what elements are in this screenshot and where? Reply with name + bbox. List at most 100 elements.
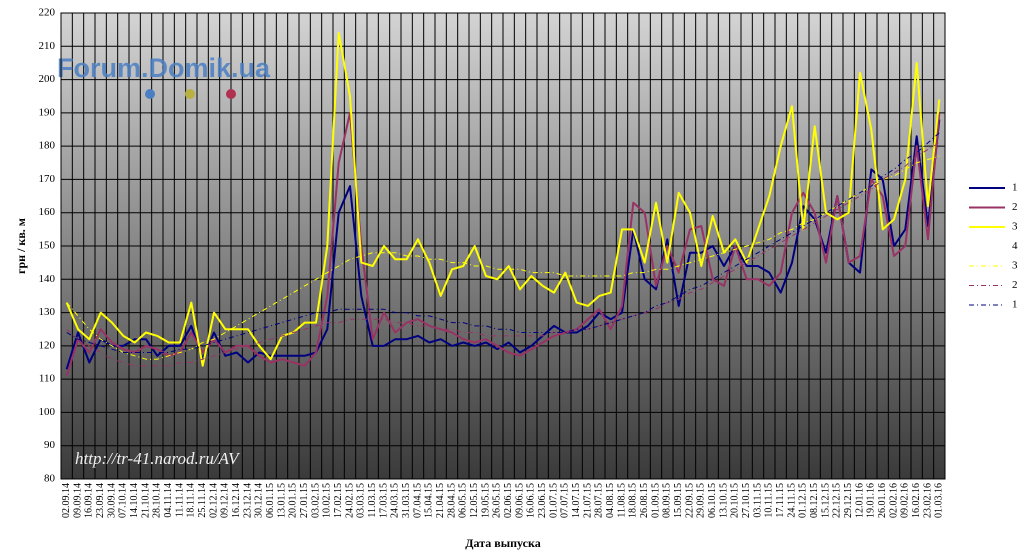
y-tick-label: 200 xyxy=(39,73,56,85)
y-tick-label: 140 xyxy=(39,273,56,285)
y-tick-label: 170 xyxy=(39,173,56,185)
series-line xyxy=(65,111,941,377)
x-tick-label: 03.11.15 xyxy=(752,483,763,518)
x-tick-label: 19.01.16 xyxy=(866,483,877,518)
x-tick-label: 01.09.15 xyxy=(650,483,661,518)
x-tick-label: 06.10.15 xyxy=(707,483,718,518)
y-tick-label: 210 xyxy=(39,40,56,52)
x-tick-label: 03.02.15 xyxy=(310,483,321,518)
y-tick-label: 110 xyxy=(39,373,56,385)
x-tick-label: 01.12.15 xyxy=(798,483,809,518)
y-axis-label: грн / кв. м xyxy=(14,218,28,274)
grid xyxy=(61,12,946,480)
y-tick-label: 160 xyxy=(39,206,56,218)
legend-label: 3 xyxy=(1012,260,1018,272)
x-tick-label: 26.01.16 xyxy=(877,483,888,518)
x-tick-label: 06.05.15 xyxy=(458,483,469,518)
x-tick-label: 13.10.15 xyxy=(718,483,729,518)
x-tick-label: 20.01.15 xyxy=(288,483,299,518)
x-tick-label: 26.05.15 xyxy=(492,483,503,518)
x-tick-label: 02.02.16 xyxy=(888,483,899,518)
x-tick-label: 12.05.15 xyxy=(469,483,480,518)
x-tick-label: 23.09.14 xyxy=(95,483,106,518)
legend-label: 4 xyxy=(1012,240,1018,252)
x-tick-label: 16.12.14 xyxy=(231,483,242,518)
x-tick-label: 14.10.14 xyxy=(129,483,140,518)
x-tick-label: 29.12.15 xyxy=(843,483,854,518)
plot-border xyxy=(60,12,946,480)
x-tick-label: 28.07.15 xyxy=(594,483,605,518)
series-line xyxy=(65,119,941,370)
y-tick-label: 80 xyxy=(44,473,56,485)
x-tick-label: 17.11.15 xyxy=(775,483,786,518)
y-tick-label: 220 xyxy=(39,7,56,19)
legend-label: 1 xyxy=(1012,182,1018,194)
x-tick-label: 10.11.15 xyxy=(764,483,775,518)
x-tick-label: 24.03.15 xyxy=(390,483,401,518)
legend-label: 2 xyxy=(1012,279,1018,291)
x-tick-label: 29.09.15 xyxy=(696,483,707,518)
x-tick-label: 18.08.15 xyxy=(628,483,639,518)
x-tick-label: 30.09.14 xyxy=(106,483,117,518)
series-line xyxy=(66,142,940,367)
x-tick-label: 11.08.15 xyxy=(616,483,627,518)
x-tick-label: 27.10.15 xyxy=(741,483,752,518)
x-tick-label: 20.10.15 xyxy=(730,483,741,518)
x-tick-label: 04.11.14 xyxy=(163,483,174,518)
x-tick-label: 02.09.14 xyxy=(61,483,72,518)
y-tick-label: 130 xyxy=(39,306,56,318)
x-tick-label: 17.03.15 xyxy=(378,483,389,518)
x-tick-label: 11.03.15 xyxy=(367,483,378,518)
x-tick-label: 08.09.15 xyxy=(662,483,673,518)
y-tick-label: 180 xyxy=(39,140,56,152)
x-tick-label: 04.08.15 xyxy=(605,483,616,518)
x-tick-label: 18.11.14 xyxy=(186,483,197,518)
x-tick-label: 01.03.16 xyxy=(934,483,945,518)
legend-label: 3 xyxy=(1012,221,1018,233)
x-tick-label: 03.03.15 xyxy=(356,483,367,518)
x-tick-label: 26.08.15 xyxy=(639,483,650,518)
dot xyxy=(145,89,155,99)
y-tick-label: 100 xyxy=(39,406,56,418)
x-tick-label: 30.12.14 xyxy=(254,483,265,518)
x-tick-label: 28.10.14 xyxy=(152,483,163,518)
x-tick-label: 07.04.15 xyxy=(412,483,423,518)
x-tick-label: 21.07.15 xyxy=(582,483,593,518)
x-tick-label: 31.03.15 xyxy=(401,483,412,518)
x-tick-label: 07.10.14 xyxy=(118,483,129,518)
x-tick-label: 22.12.15 xyxy=(832,483,843,518)
x-tick-label: 02.12.14 xyxy=(208,483,219,518)
x-tick-label: 24.11.15 xyxy=(786,483,797,518)
x-tick-label: 08.12.15 xyxy=(809,483,820,518)
y-tick-label: 190 xyxy=(39,106,56,118)
x-tick-label: 15.04.15 xyxy=(424,483,435,518)
dot xyxy=(185,89,195,99)
x-tick-label: 24.02.15 xyxy=(344,483,355,518)
x-tick-label: 09.02.16 xyxy=(900,483,911,518)
dot xyxy=(226,89,236,99)
x-tick-label: 15.12.15 xyxy=(820,483,831,518)
x-tick-label: 13.01.15 xyxy=(276,483,287,518)
x-tick-label: 15.09.15 xyxy=(673,483,684,518)
y-tick-label: 90 xyxy=(44,439,56,451)
x-tick-label: 19.05.15 xyxy=(480,483,491,518)
x-tick-label: 17.02.15 xyxy=(333,483,344,518)
x-tick-label: 23.02.16 xyxy=(922,483,933,518)
x-tick-label: 09.09.14 xyxy=(72,483,83,518)
legend-label: 1 xyxy=(1012,299,1018,311)
x-tick-label: 12.01.16 xyxy=(854,483,865,518)
x-tick-label: 09.06.15 xyxy=(514,483,525,518)
x-tick-label: 21.04.15 xyxy=(435,483,446,518)
x-tick-label: 07.07.15 xyxy=(560,483,571,518)
series-line xyxy=(66,155,940,360)
watermark: Forum.Domik.ua xyxy=(57,53,271,83)
series-line xyxy=(65,32,941,367)
x-tick-label: 14.07.15 xyxy=(571,483,582,518)
x-tick-label: 16.02.16 xyxy=(911,483,922,518)
x-tick-label: 01.07.15 xyxy=(548,483,559,518)
series-line xyxy=(66,132,940,353)
y-tick-label: 150 xyxy=(39,240,56,252)
y-tick-label: 120 xyxy=(39,339,56,351)
x-axis-label: Дата выпуска xyxy=(465,536,540,550)
x-tick-label: 21.10.14 xyxy=(140,483,151,518)
